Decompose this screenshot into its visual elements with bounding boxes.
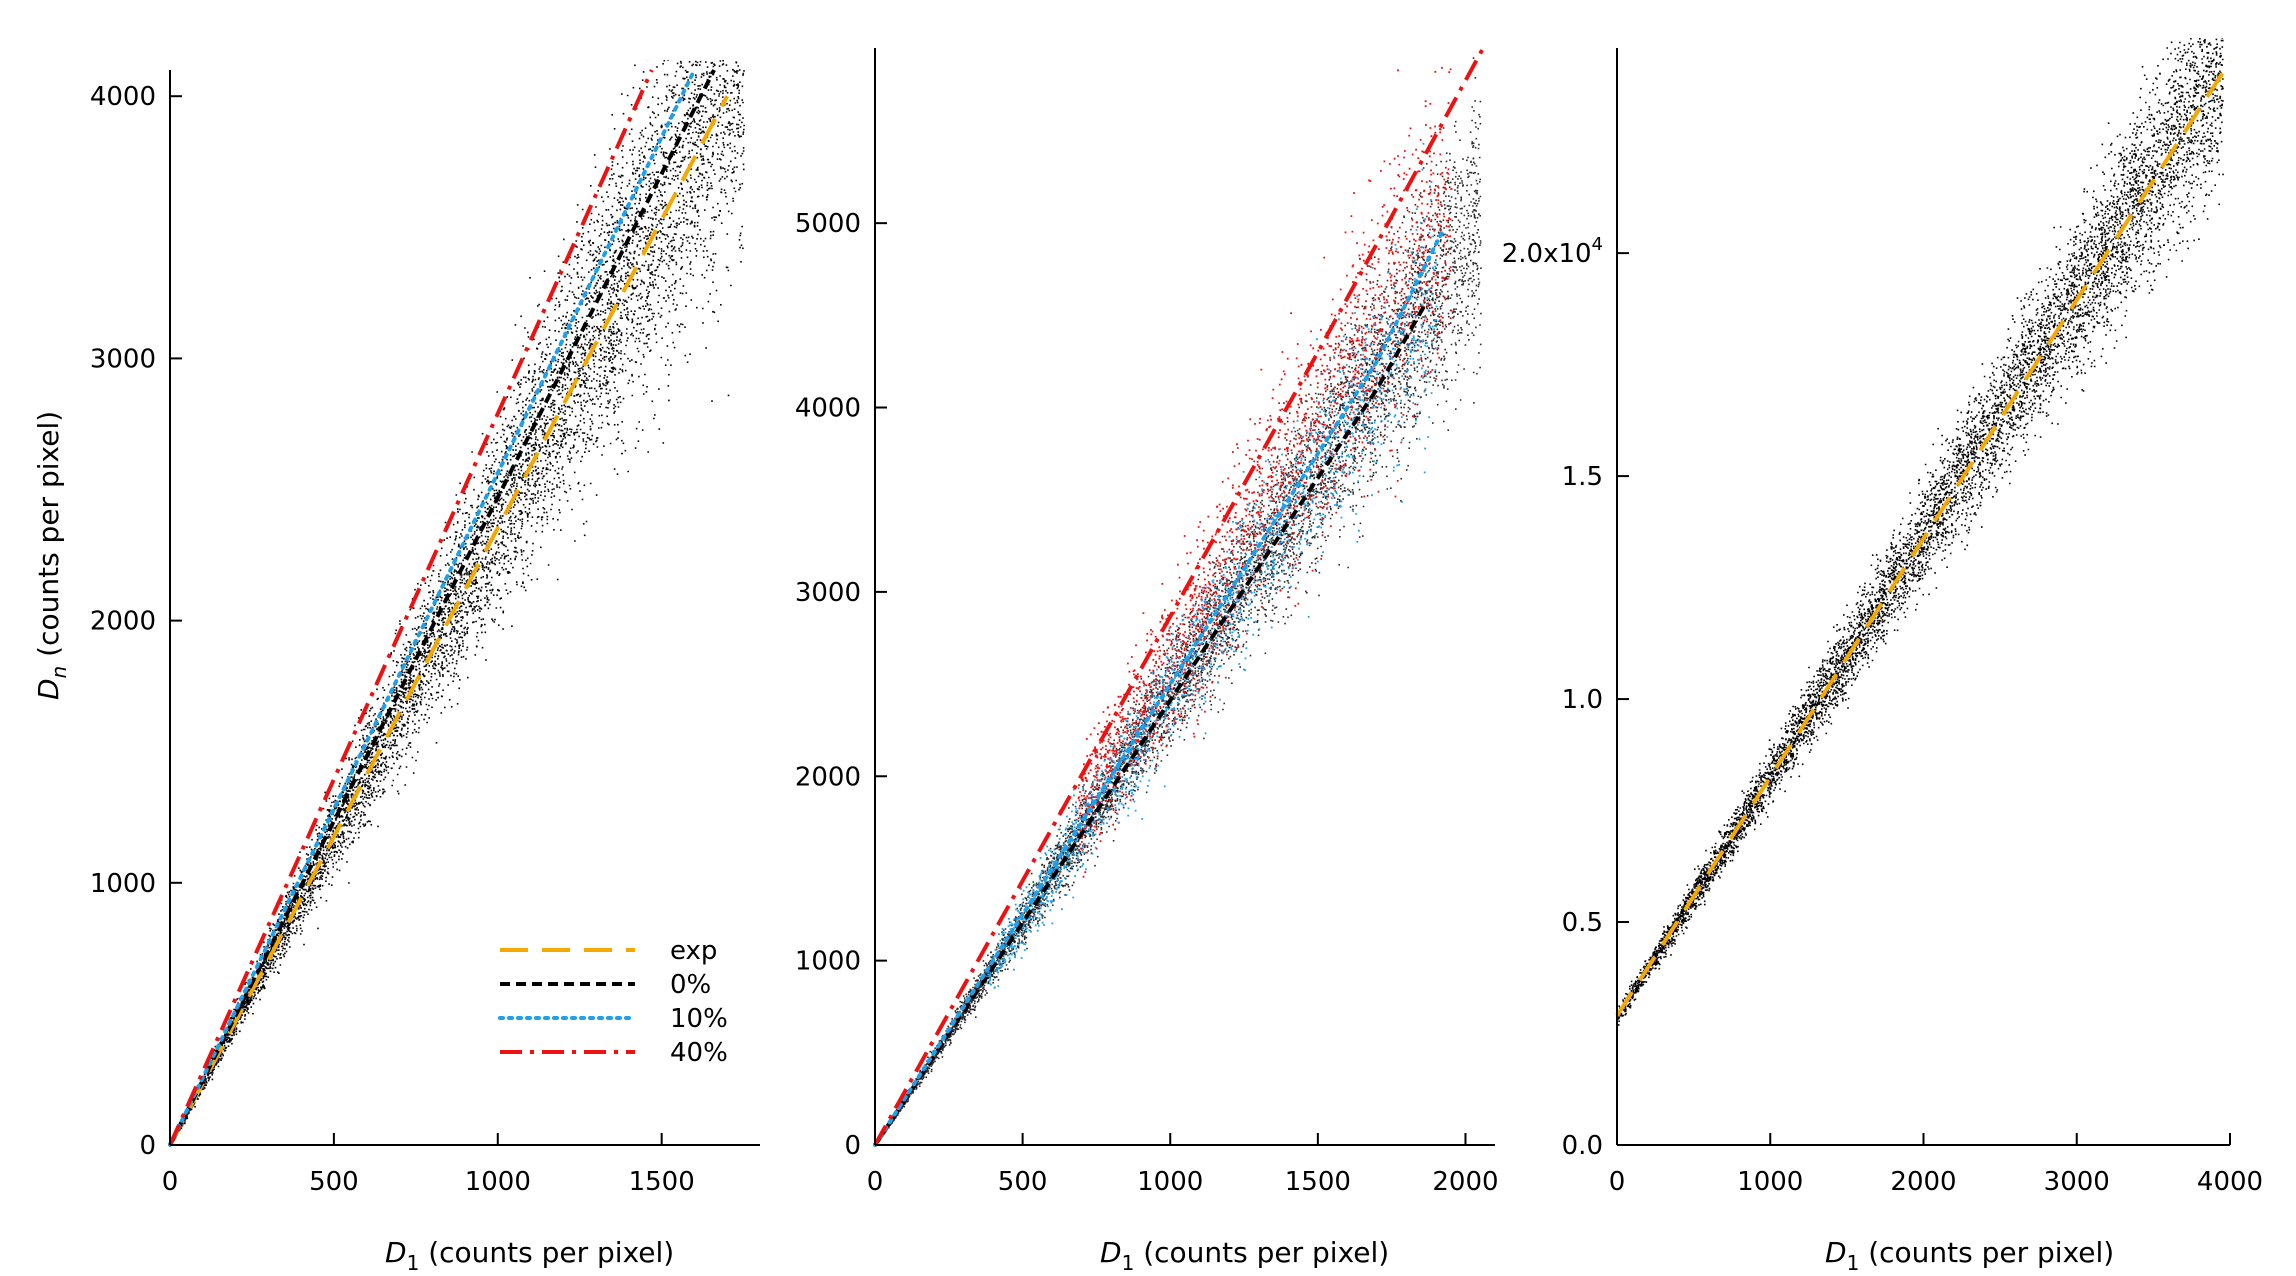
y-tick-label: 3000 [795, 578, 861, 608]
scatter-10pct [987, 142, 1438, 989]
y-tick-label: 1000 [90, 869, 156, 899]
fit-line-10pct [873, 230, 1444, 1147]
fit-line-40pct [168, 69, 654, 1146]
x-axis-label: D1 (counts per pixel) [1825, 1236, 2114, 1275]
panel-left: 0 500 1000 1500 0 1000 2000 3000 4000 D1 (counts … [32, 60, 760, 1275]
legend-label: 40% [670, 1038, 728, 1068]
fit-line-exp [1615, 60, 2232, 1017]
panel-middle: 0 500 1000 1500 2000 0 1000 2000 3000 4000 5000 D1 … [795, 47, 1499, 1275]
x-tick-label: 3000 [2044, 1167, 2110, 1197]
y-tick-label: 5000 [795, 209, 861, 239]
y-tick-label: 2000 [90, 607, 156, 637]
x-tick-label: 1000 [1737, 1167, 1803, 1197]
fit-line-0pct [168, 69, 716, 1146]
x-tick-label: 1000 [465, 1167, 531, 1197]
y-tick-label: 3000 [90, 344, 156, 374]
scatter-cloud [1617, 38, 2224, 1026]
x-tick-label: 0 [1609, 1167, 1626, 1197]
x-tick-label: 2000 [1890, 1167, 1956, 1197]
y-tick-label: 2000 [795, 762, 861, 792]
legend-label: 10% [670, 1004, 728, 1034]
fit-line-10pct [168, 68, 697, 1147]
panel-right: 0 1000 2000 3000 4000 0.0 0.5 1.0 1.5 2.0x104 D1 (… [1502, 38, 2263, 1275]
fit-line-40pct [873, 47, 1485, 1146]
y-tick-label: 1000 [795, 947, 861, 977]
fit-line-exp [168, 95, 729, 1146]
y-tick-label: 1.0 [1562, 685, 1603, 715]
y-axis-label: Dn (counts per pixel) [32, 411, 71, 700]
y-tick-label: 0.5 [1562, 908, 1603, 938]
x-tick-label: 4000 [2197, 1167, 2263, 1197]
x-tick-label: 500 [998, 1167, 1048, 1197]
x-tick-label: 0 [867, 1167, 884, 1197]
y-tick-label: 0.0 [1562, 1131, 1603, 1161]
y-tick-label: 4000 [795, 394, 861, 424]
legend: exp 0% 10% 40% [498, 936, 728, 1068]
y-tick-label: 4000 [90, 82, 156, 112]
x-tick-label: 1000 [1137, 1167, 1203, 1197]
x-tick-label: 1500 [629, 1167, 695, 1197]
x-axis-label: D1 (counts per pixel) [385, 1236, 674, 1275]
x-tick-label: 1500 [1285, 1167, 1351, 1197]
y-tick-label: 1.5 [1562, 462, 1603, 492]
x-tick-label: 500 [309, 1167, 359, 1197]
y-tick-label: 0 [139, 1131, 156, 1161]
y-tick-label: 0 [844, 1131, 861, 1161]
legend-label: 0% [670, 970, 711, 1000]
x-tick-label: 2000 [1432, 1167, 1498, 1197]
x-axis-label: D1 (counts per pixel) [1100, 1236, 1389, 1275]
legend-label: exp [670, 936, 717, 966]
y-tick-label: 2.0x104 [1502, 234, 1603, 269]
x-tick-label: 0 [162, 1167, 179, 1197]
